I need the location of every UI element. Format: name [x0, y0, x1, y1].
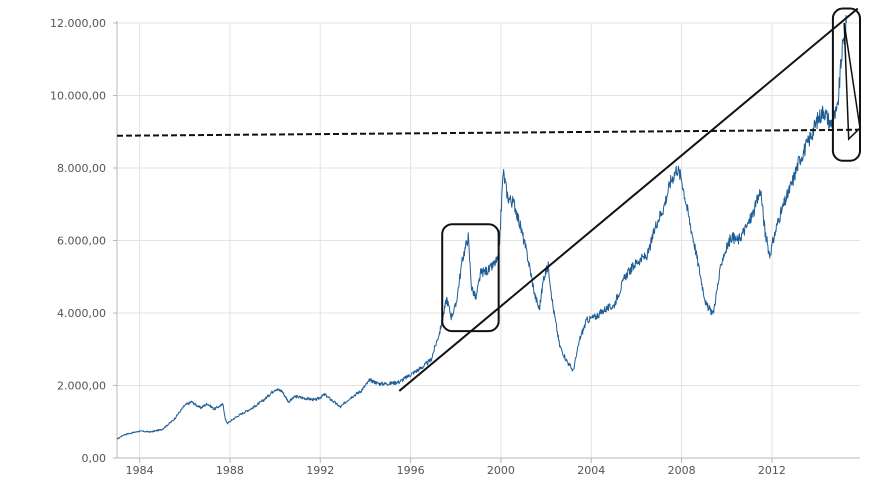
price-series-line — [116, 14, 847, 440]
x-tick-label: 1984 — [126, 464, 154, 477]
y-tick-label: 12.000,00 — [50, 17, 106, 30]
x-tick-label: 2004 — [577, 464, 605, 477]
x-tick-label: 1996 — [397, 464, 425, 477]
y-tick-label: 2.000,00 — [57, 380, 106, 393]
x-tick-label: 1988 — [216, 464, 244, 477]
x-axis: 1984 1988 1992 1996 2000 2004 2008 2012 — [117, 457, 860, 477]
y-tick-label: 6.000,00 — [57, 235, 106, 248]
y-tick-label: 8.000,00 — [57, 162, 106, 175]
trend-line — [398, 7, 859, 392]
annotation-layer — [116, 7, 862, 392]
x-tick-label: 1992 — [306, 464, 334, 477]
x-tick-label: 2000 — [487, 464, 515, 477]
y-axis: 0,00 2.000,00 4.000,00 6.000,00 8.000,00 10.0… — [50, 17, 118, 465]
y-tick-label: 4.000,00 — [57, 307, 106, 320]
highlight-box — [831, 7, 862, 162]
dashed-level-line — [116, 128, 858, 137]
x-tick-label: 2008 — [668, 464, 696, 477]
y-tick-label: 0,00 — [82, 452, 107, 465]
highlight-box — [441, 223, 500, 333]
grid — [117, 22, 860, 458]
y-tick-label: 10.000,00 — [50, 90, 106, 103]
series-layer — [116, 14, 847, 440]
x-tick-label: 2012 — [758, 464, 786, 477]
pointer-triangle — [843, 22, 861, 141]
